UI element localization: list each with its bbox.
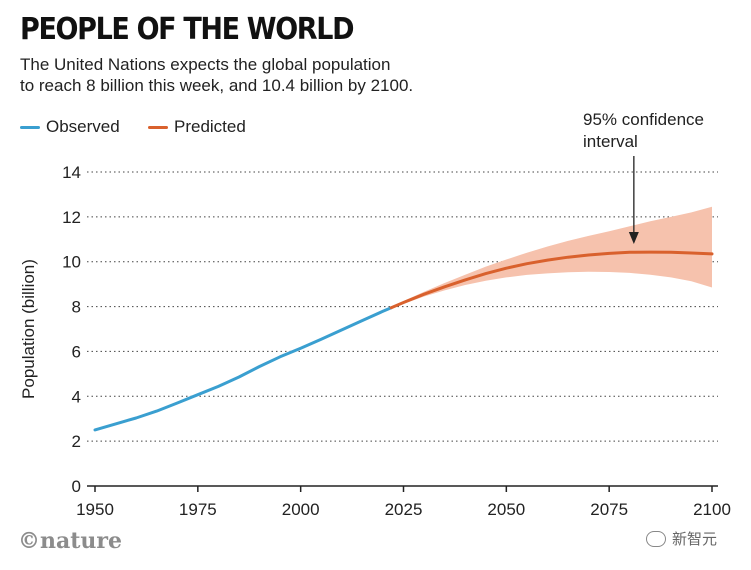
y-tick-label-2: 2	[72, 432, 81, 451]
series-line-observed	[93, 306, 393, 432]
legend-item-predicted: Predicted	[148, 117, 246, 137]
axis-layer: 0 2 4 6 8 10 12 14 1950 1975 2000 2025 2050 2075 2100 P…	[19, 163, 731, 519]
legend-swatch-predicted	[148, 125, 168, 129]
y-tick-label-8: 8	[72, 298, 81, 317]
y-axis-label: Population (billion)	[19, 259, 38, 399]
confidence-band-layer	[391, 206, 712, 308]
annotation-arrow-head	[628, 232, 639, 244]
chart-subtitle: The United Nations expects the global po…	[20, 54, 620, 96]
y-tick-label-14: 14	[62, 163, 81, 182]
y-tick-label-12: 12	[62, 208, 81, 227]
annotation-line-2: interval	[583, 132, 638, 151]
y-tick-label-10: 10	[62, 253, 81, 272]
annotation-arrow-layer	[628, 156, 639, 244]
x-tick-label-2075: 2075	[590, 500, 628, 519]
annotation-line-1: 95% confidence	[583, 110, 704, 129]
legend-label-predicted: Predicted	[174, 117, 246, 136]
legend-item-observed: Observed	[20, 117, 120, 137]
confidence-interval-band	[391, 206, 712, 308]
grid-layer	[87, 171, 718, 442]
x-tick-label-2025: 2025	[385, 500, 423, 519]
series-layer	[93, 250, 714, 432]
x-tick-label-2050: 2050	[487, 500, 525, 519]
subtitle-line-2: to reach 8 billion this week, and 10.4 b…	[20, 76, 414, 95]
x-tick-label-1975: 1975	[179, 500, 217, 519]
x-tick-label-2100: 2100	[693, 500, 731, 519]
y-tick-label-0: 0	[72, 477, 81, 496]
confidence-annotation: 95% confidence interval	[583, 109, 743, 153]
x-tick-label-1950: 1950	[76, 500, 114, 519]
watermark: 新智元	[646, 528, 717, 549]
chart-title: PEOPLE OF THE WORLD	[20, 12, 355, 47]
wechat-icon	[646, 530, 666, 547]
y-tick-label-6: 6	[72, 342, 81, 361]
legend-label-observed: Observed	[46, 117, 120, 136]
series-line-predicted	[389, 250, 714, 310]
nature-logo: ©nature	[18, 528, 122, 554]
x-tick-label-2000: 2000	[282, 500, 320, 519]
y-tick-label-4: 4	[72, 387, 81, 406]
subtitle-line-1: The United Nations expects the global po…	[20, 55, 391, 74]
legend-swatch-observed	[20, 125, 40, 129]
watermark-text: 新智元	[672, 531, 718, 548]
